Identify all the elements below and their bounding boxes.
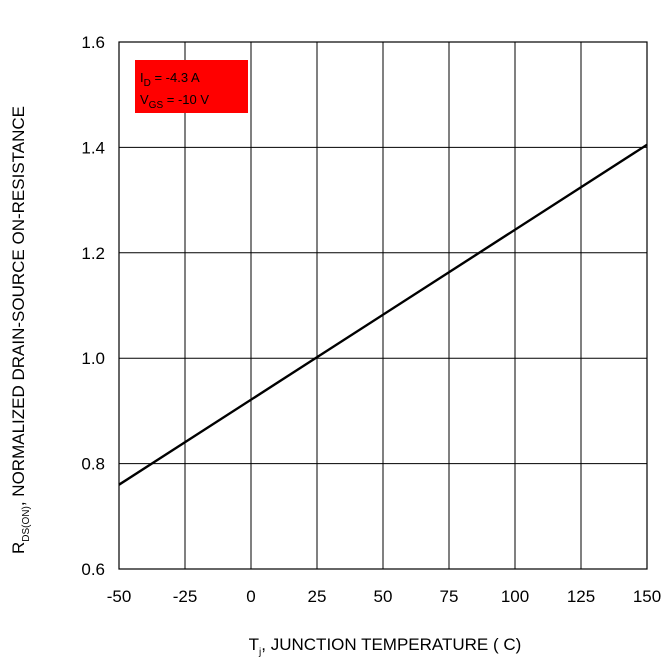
x-tick-label: 50 <box>374 587 393 606</box>
x-tick-label: 25 <box>308 587 327 606</box>
y-tick-label: 1.6 <box>81 33 105 52</box>
y-axis-title: RDS(ON), NORMALIZED DRAIN-SOURCE ON-RESI… <box>9 106 32 554</box>
series-layer <box>118 143 648 486</box>
x-tick-label: 150 <box>633 587 661 606</box>
x-tick-label: -50 <box>107 587 132 606</box>
x-tick-label: -25 <box>173 587 198 606</box>
y-tick-label: 0.8 <box>81 455 105 474</box>
x-tick-labels: -50 -25 0 25 50 75 100 125 150 <box>107 587 661 606</box>
x-tick-label: 75 <box>440 587 459 606</box>
series-line-0 <box>118 143 648 486</box>
y-tick-labels: 0.6 0.8 1.0 1.2 1.4 1.6 <box>81 33 105 579</box>
x-tick-label: 125 <box>567 587 595 606</box>
y-tick-label: 0.6 <box>81 560 105 579</box>
legend-background <box>135 60 248 113</box>
legend-line-drain-current: ID = -4.3 A <box>140 70 200 89</box>
y-tick-label: 1.4 <box>81 138 105 157</box>
x-tick-label: 100 <box>501 587 529 606</box>
legend-box: ID = -4.3 A VGS = -10 V <box>135 60 248 113</box>
grid <box>118 41 648 570</box>
x-axis-title: Tj, JUNCTION TEMPERATURE ( C) <box>249 635 522 658</box>
legend-line-gate-voltage: VGS = -10 V <box>140 92 209 111</box>
y-tick-label: 1.0 <box>81 349 105 368</box>
plot-frame <box>118 41 648 570</box>
y-tick-label: 1.2 <box>81 244 105 263</box>
x-tick-label: 0 <box>246 587 255 606</box>
